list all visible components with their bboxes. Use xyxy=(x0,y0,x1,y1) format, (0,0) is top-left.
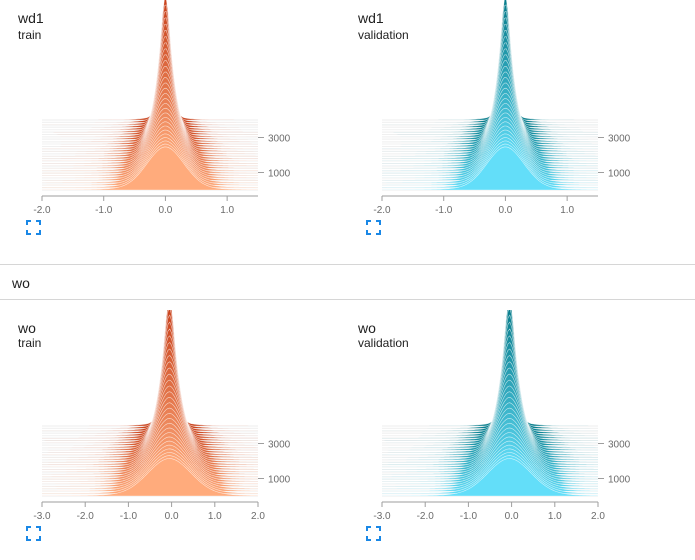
card-subtitle: train xyxy=(18,336,42,350)
histogram-ridge xyxy=(41,4,259,123)
section-title: wo xyxy=(12,275,30,291)
histogram-ridge xyxy=(381,23,599,130)
histogram-ridge xyxy=(41,321,259,434)
histogram-ridge xyxy=(381,10,599,126)
x-tick-label: -1.0 xyxy=(95,205,113,216)
histogram-ridge xyxy=(381,314,599,432)
histogram-ridge xyxy=(41,98,259,162)
fullscreen-expand-icon[interactable] xyxy=(366,526,381,541)
x-tick-label: -1.0 xyxy=(460,511,478,522)
fullscreen-expand-icon[interactable] xyxy=(26,220,41,235)
histogram-ridge xyxy=(381,328,599,436)
x-tick-label: 2.0 xyxy=(251,511,265,522)
x-tick-label: -2.0 xyxy=(417,511,435,522)
histogram-ridge xyxy=(42,0,258,121)
histogram-ridge xyxy=(41,427,259,477)
histogram-ridge xyxy=(41,328,259,436)
histogram-plot: -2.0 -1.0 0.0 1.0 1000 3000 xyxy=(373,0,631,216)
x-tick-label: -2.0 xyxy=(77,511,95,522)
fullscreen-expand-icon[interactable] xyxy=(26,526,41,541)
histogram-ridge xyxy=(41,17,259,128)
x-tick-label: 1.0 xyxy=(548,511,562,522)
histogram-ridge xyxy=(41,23,259,130)
step-tick-label: 1000 xyxy=(608,475,631,486)
histogram-card-wo-validation: wo validation -3.0 -2.0 -1.0 0.0 1.0 2.0 1000 3… xyxy=(340,310,670,550)
histogram-ridge xyxy=(381,4,599,123)
x-tick-label: 1.0 xyxy=(208,511,222,522)
card-subtitle: validation xyxy=(358,336,409,350)
x-tick-label: 0.0 xyxy=(498,205,512,216)
histogram-ridge xyxy=(41,422,259,475)
step-tick-label: 1000 xyxy=(608,169,631,180)
step-tick-label: 3000 xyxy=(608,440,631,451)
x-tick-label: 0.0 xyxy=(505,511,519,522)
section-header-wo[interactable]: wo xyxy=(0,264,695,300)
histogram-ridge xyxy=(41,458,259,497)
step-tick-label: 3000 xyxy=(268,134,291,145)
x-tick-label: 1.0 xyxy=(220,205,234,216)
x-tick-label: 2.0 xyxy=(591,511,605,522)
histogram-ridge xyxy=(41,314,259,432)
step-tick-label: 3000 xyxy=(268,440,291,451)
x-tick-label: -2.0 xyxy=(373,205,391,216)
histogram-ridge xyxy=(381,427,599,477)
card-title: wo xyxy=(18,320,36,336)
histogram-ridge xyxy=(381,310,599,429)
fullscreen-expand-icon[interactable] xyxy=(366,220,381,235)
histogram-ridge xyxy=(41,10,259,126)
x-tick-label: -3.0 xyxy=(33,511,51,522)
x-tick-label: -1.0 xyxy=(120,511,138,522)
histogram-ridge xyxy=(41,310,259,429)
histogram-ridge xyxy=(381,98,599,162)
card-title: wd1 xyxy=(18,10,44,26)
x-tick-label: -3.0 xyxy=(373,511,391,522)
histogram-ridge xyxy=(381,422,599,475)
card-subtitle: validation xyxy=(358,28,409,42)
x-tick-label: 0.0 xyxy=(165,511,179,522)
histogram-ridge xyxy=(382,0,598,121)
histogram-plot: -3.0 -2.0 -1.0 0.0 1.0 2.0 1000 3000 xyxy=(33,310,291,522)
histogram-card-wd1-validation: wd1 validation -2.0 -1.0 0.0 1.0 1000 3000 xyxy=(340,0,670,240)
x-tick-label: -2.0 xyxy=(33,205,51,216)
histogram-ridge xyxy=(41,146,259,191)
card-title: wd1 xyxy=(358,10,384,26)
step-tick-label: 1000 xyxy=(268,475,291,486)
x-tick-label: 0.0 xyxy=(158,205,172,216)
step-tick-label: 3000 xyxy=(608,134,631,145)
card-title: wo xyxy=(358,320,376,336)
histogram-ridge xyxy=(381,146,599,191)
step-tick-label: 1000 xyxy=(268,169,291,180)
histogram-ridge xyxy=(381,458,599,497)
histogram-ridge xyxy=(42,310,258,427)
histogram-ridge xyxy=(382,310,598,427)
histogram-card-wd1-train: wd1 train -2.0 -1.0 0.0 1.0 1000 3000 xyxy=(0,0,330,240)
x-tick-label: -1.0 xyxy=(435,205,453,216)
x-tick-label: 1.0 xyxy=(560,205,574,216)
histogram-plot: -3.0 -2.0 -1.0 0.0 1.0 2.0 1000 3000 xyxy=(373,310,631,522)
histogram-plot: -2.0 -1.0 0.0 1.0 1000 3000 xyxy=(33,0,291,216)
histogram-ridge xyxy=(381,17,599,128)
histogram-card-wo-train: wo train -3.0 -2.0 -1.0 0.0 1.0 2.0 1000 3000 xyxy=(0,310,330,550)
card-subtitle: train xyxy=(18,28,42,42)
histogram-ridge xyxy=(381,321,599,434)
